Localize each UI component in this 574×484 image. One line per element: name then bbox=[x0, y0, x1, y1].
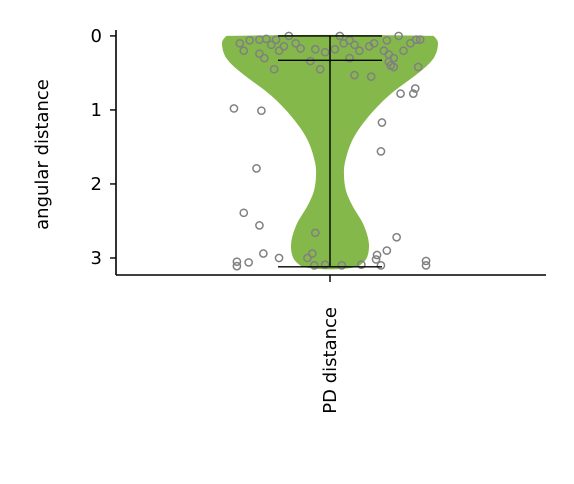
data-point bbox=[303, 253, 312, 263]
x-tick-label: PD distance bbox=[320, 307, 341, 414]
data-point bbox=[382, 36, 392, 45]
data-point bbox=[371, 255, 381, 264]
data-point bbox=[320, 260, 330, 269]
data-point bbox=[310, 44, 320, 54]
data-point bbox=[232, 261, 242, 271]
data-point bbox=[421, 256, 431, 266]
data-point bbox=[377, 118, 387, 127]
data-point bbox=[261, 34, 271, 44]
data-point bbox=[244, 258, 254, 267]
y-tick-label: 2 bbox=[91, 174, 102, 195]
data-point bbox=[410, 84, 420, 93]
data-point bbox=[310, 228, 320, 238]
data-point bbox=[372, 250, 382, 260]
data-point bbox=[421, 261, 431, 270]
data-point bbox=[415, 35, 425, 44]
y-ticks: 0 1 2 3 bbox=[91, 26, 116, 269]
data-point bbox=[239, 46, 249, 56]
data-point bbox=[245, 36, 254, 45]
data-point bbox=[274, 46, 284, 56]
data-point bbox=[308, 249, 317, 258]
data-point bbox=[232, 257, 242, 267]
data-point bbox=[345, 53, 354, 63]
data-point bbox=[382, 246, 392, 255]
y-tick-label: 1 bbox=[91, 100, 102, 121]
data-point bbox=[255, 49, 264, 59]
data-point bbox=[259, 53, 269, 63]
data-point bbox=[345, 36, 354, 45]
data-point bbox=[291, 38, 301, 48]
data-point bbox=[269, 64, 279, 74]
data-point bbox=[350, 40, 359, 50]
data-point bbox=[279, 41, 289, 51]
data-point bbox=[337, 261, 347, 270]
data-point bbox=[274, 253, 284, 263]
data-point bbox=[255, 221, 264, 230]
data-point bbox=[306, 56, 315, 66]
data-point bbox=[350, 70, 359, 80]
data-point bbox=[320, 47, 330, 57]
data-point bbox=[389, 62, 399, 72]
x-ticks: PD distance bbox=[320, 275, 341, 414]
data-point bbox=[369, 38, 379, 48]
data-point bbox=[296, 44, 305, 53]
data-point bbox=[309, 261, 319, 270]
data-point bbox=[357, 260, 366, 269]
data-point bbox=[315, 64, 325, 74]
range-bar-layer bbox=[278, 35, 382, 268]
data-point bbox=[392, 232, 401, 242]
data-point bbox=[330, 44, 340, 54]
data-point bbox=[229, 104, 239, 113]
y-tick-label: 0 bbox=[91, 26, 102, 47]
data-point bbox=[396, 89, 405, 99]
data-point bbox=[252, 164, 261, 173]
data-point bbox=[413, 62, 423, 72]
data-point bbox=[399, 46, 408, 56]
y-tick-label: 3 bbox=[91, 248, 102, 269]
data-point bbox=[376, 261, 386, 270]
data-point bbox=[259, 249, 268, 258]
data-point bbox=[271, 35, 281, 44]
data-point bbox=[376, 147, 386, 156]
data-point bbox=[394, 31, 403, 41]
data-point bbox=[239, 208, 249, 218]
data-point bbox=[266, 40, 276, 50]
data-point bbox=[366, 72, 376, 81]
data-point bbox=[408, 89, 418, 99]
axes-layer bbox=[115, 30, 546, 276]
data-point bbox=[257, 106, 266, 116]
data-point bbox=[384, 50, 394, 59]
y-axis-label: angular distance bbox=[32, 79, 53, 230]
data-points-layer bbox=[229, 31, 431, 271]
data-point bbox=[355, 46, 364, 56]
data-point bbox=[235, 38, 245, 48]
data-point bbox=[411, 35, 421, 44]
